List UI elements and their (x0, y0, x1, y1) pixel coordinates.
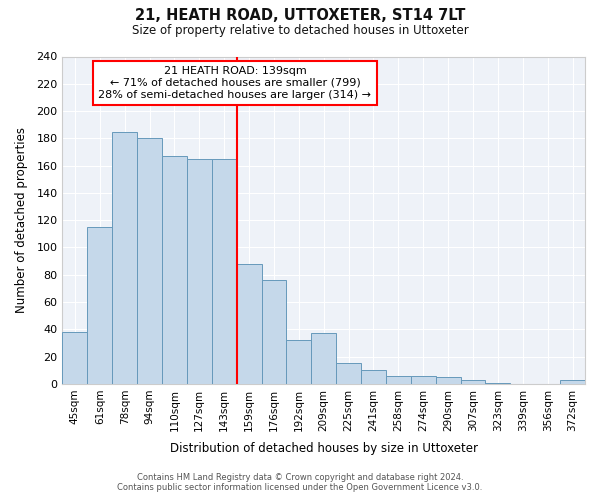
Bar (336, 364, 361, 384)
Bar (212, 159, 236, 384)
Bar (361, 370, 386, 384)
Bar (461, 380, 485, 384)
Bar (411, 376, 436, 384)
Bar (112, 132, 137, 384)
Text: 21 HEATH ROAD: 139sqm
← 71% of detached houses are smaller (799)
28% of semi-det: 21 HEATH ROAD: 139sqm ← 71% of detached … (98, 66, 371, 100)
Bar (262, 280, 286, 384)
Bar (436, 377, 461, 384)
Bar (187, 159, 212, 384)
Bar (386, 376, 411, 384)
Text: Size of property relative to detached houses in Uttoxeter: Size of property relative to detached ho… (131, 24, 469, 37)
Bar (286, 340, 311, 384)
Y-axis label: Number of detached properties: Number of detached properties (15, 127, 28, 313)
Bar (88, 227, 112, 384)
Bar (485, 382, 511, 384)
Bar (560, 380, 585, 384)
Bar (236, 264, 262, 384)
Text: 21, HEATH ROAD, UTTOXETER, ST14 7LT: 21, HEATH ROAD, UTTOXETER, ST14 7LT (135, 8, 465, 22)
Bar (62, 332, 88, 384)
X-axis label: Distribution of detached houses by size in Uttoxeter: Distribution of detached houses by size … (170, 442, 478, 455)
Text: Contains HM Land Registry data © Crown copyright and database right 2024.
Contai: Contains HM Land Registry data © Crown c… (118, 473, 482, 492)
Bar (162, 156, 187, 384)
Bar (311, 334, 336, 384)
Bar (137, 138, 162, 384)
